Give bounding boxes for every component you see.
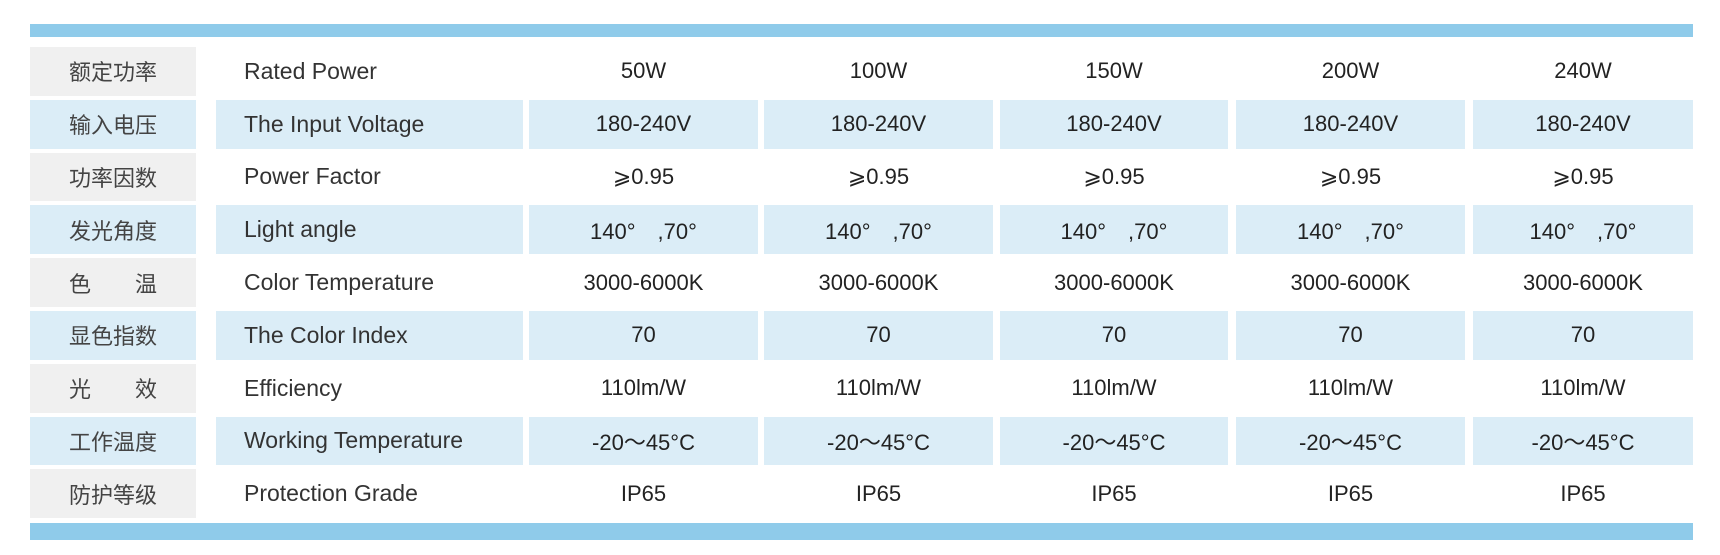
value-cell: 110lm/W [1000,363,1228,413]
value-cell: 110lm/W [764,363,993,413]
row-label-zh: 光 效 [30,363,196,413]
value-cell: 70 [529,311,758,360]
value-cell: 70 [1000,311,1228,360]
row-label-en: Power Factor [216,152,523,202]
value-cell: 140° ,70° [529,205,758,255]
value-cell: ⩾0.95 [764,152,993,202]
value-cell: -20～45°C [1236,416,1465,466]
value-cell: 140° ,70° [1473,205,1693,255]
value-cell: 180-240V [529,99,758,149]
value-cell: ⩾0.95 [529,152,758,202]
value-cell: ⩾0.95 [1236,152,1465,202]
value-cell: IP65 [764,469,993,519]
value-cell: -20～45°C [764,416,993,466]
top-bar [30,24,1693,37]
value-cell: 3000-6000K [529,258,758,307]
row-label-zh: 色 温 [30,258,196,307]
row-label-zh: 防护等级 [30,469,196,519]
value-cell: 3000-6000K [1000,258,1228,307]
value-cell: 70 [1236,311,1465,360]
value-cell: 180-240V [1236,99,1465,149]
row-label-en: Light angle [216,205,523,255]
value-cell: 140° ,70° [1236,205,1465,255]
value-cell: 70 [1473,311,1693,360]
value-cell: 110lm/W [1473,363,1693,413]
value-cell: 180-240V [764,99,993,149]
value-cell: -20～45°C [529,416,758,466]
value-cell: 110lm/W [1236,363,1465,413]
row-label-zh: 额定功率 [30,47,196,96]
value-cell: 3000-6000K [1473,258,1693,307]
row-label-zh: 工作温度 [30,416,196,466]
value-cell: -20～45°C [1000,416,1228,466]
value-cell: IP65 [529,469,758,519]
row-label-en: The Input Voltage [216,99,523,149]
value-cell: 140° ,70° [764,205,993,255]
value-cell: 180-240V [1473,99,1693,149]
row-label-en: The Color Index [216,311,523,360]
row-label-en: Efficiency [216,363,523,413]
row-label-zh: 功率因数 [30,152,196,202]
value-cell: 150W [1000,47,1228,96]
value-cell: 70 [764,311,993,360]
value-cell: 3000-6000K [1236,258,1465,307]
value-cell: 110lm/W [529,363,758,413]
row-label-en: Working Temperature [216,416,523,466]
row-label-en: Protection Grade [216,469,523,519]
value-cell: 200W [1236,47,1465,96]
row-label-zh: 输入电压 [30,99,196,149]
row-label-en: Rated Power [216,47,523,96]
value-cell: 3000-6000K [764,258,993,307]
value-cell: ⩾0.95 [1473,152,1693,202]
row-label-zh: 显色指数 [30,311,196,360]
value-cell: IP65 [1000,469,1228,519]
value-cell: 50W [529,47,758,96]
value-cell: IP65 [1473,469,1693,519]
value-cell: IP65 [1236,469,1465,519]
value-cell: 140° ,70° [1000,205,1228,255]
value-cell: 240W [1473,47,1693,96]
value-cell: -20～45°C [1473,416,1693,466]
value-cell: ⩾0.95 [1000,152,1228,202]
value-cell: 180-240V [1000,99,1228,149]
bottom-bar [30,523,1693,540]
row-label-zh: 发光角度 [30,205,196,255]
row-label-en: Color Temperature [216,258,523,307]
value-cell: 100W [764,47,993,96]
